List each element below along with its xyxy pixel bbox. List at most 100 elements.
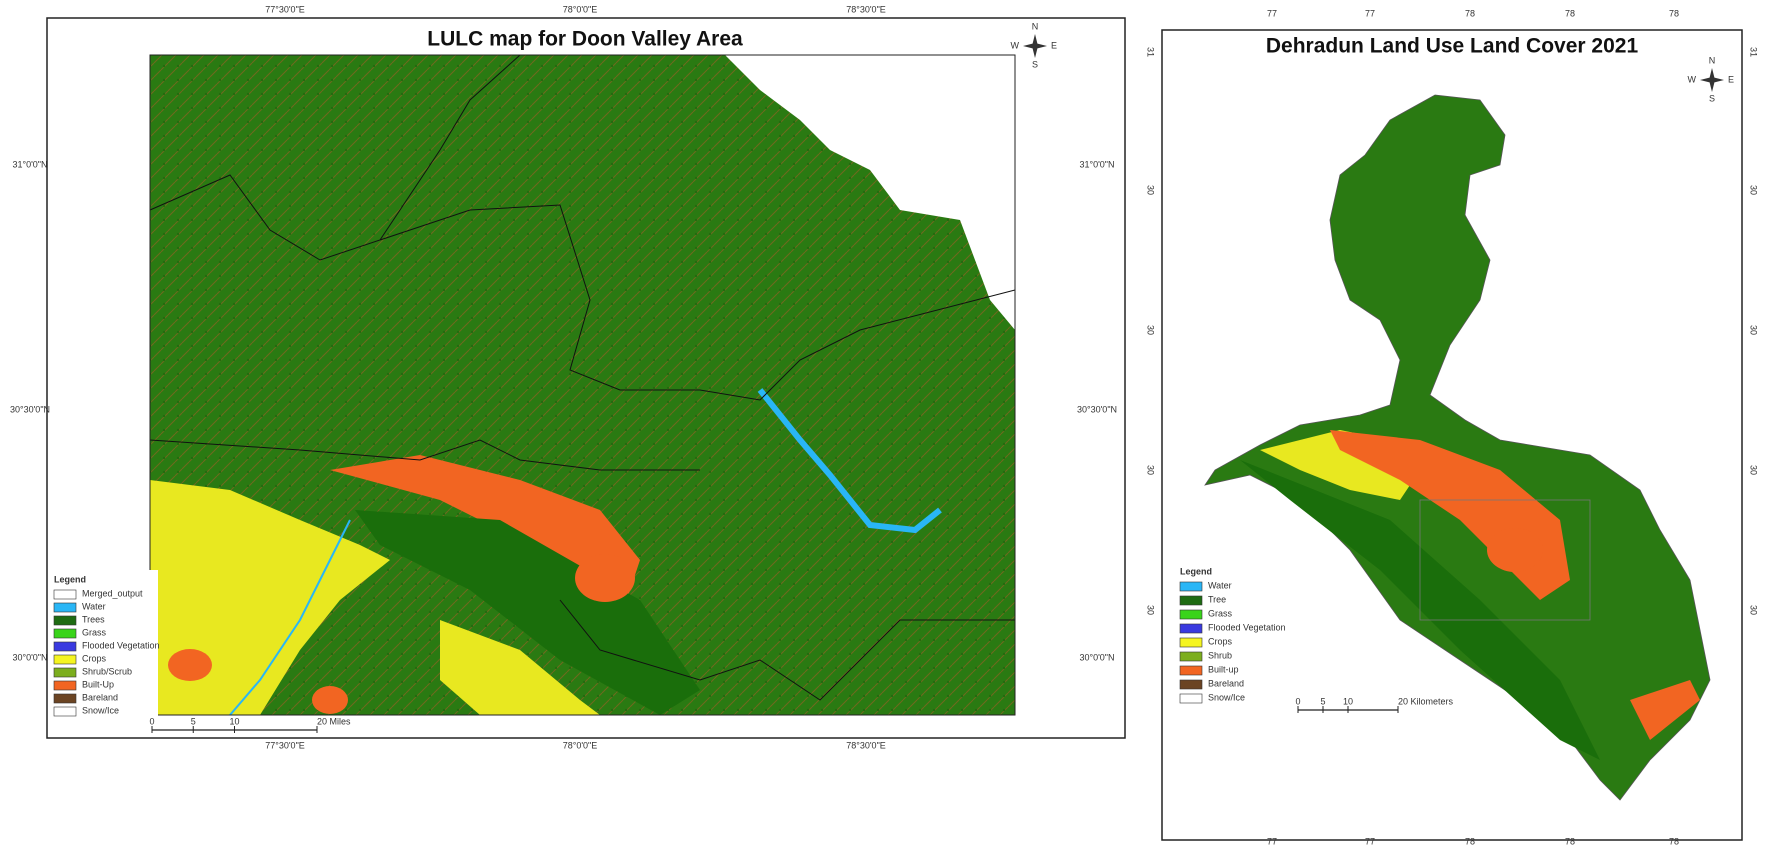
legend-label: Water	[82, 601, 106, 611]
legend-label: Bareland	[82, 692, 118, 702]
latitude-label: 30	[1146, 465, 1156, 475]
longitude-label: 77	[1267, 8, 1277, 18]
legend-swatch	[1179, 637, 1203, 648]
legend-label: Built-Up	[82, 679, 114, 689]
scale-label: 0	[149, 716, 154, 726]
legend-swatch	[53, 641, 77, 652]
map-border	[149, 54, 1016, 716]
legend-swatch	[1179, 609, 1203, 620]
district	[1204, 94, 1711, 801]
latitude-label: 31°0'0"N	[12, 159, 47, 169]
legend-label: Shrub/Scrub	[82, 666, 132, 676]
latitude-label: 30	[1749, 465, 1759, 475]
compass-s: S	[1709, 93, 1715, 103]
legend-swatch	[1179, 693, 1203, 704]
compass-s: S	[1032, 59, 1038, 69]
legend-swatch	[1179, 679, 1203, 690]
longitude-label: 77	[1365, 8, 1375, 18]
legend-label: Snow/Ice	[1208, 692, 1245, 702]
longitude-label: 78°0'0"E	[563, 740, 598, 750]
latitude-label: 30°30'0"N	[10, 404, 50, 414]
lake	[757, 388, 942, 534]
crops	[150, 480, 390, 715]
legend-label: Grass	[82, 627, 107, 637]
built-up	[1630, 680, 1700, 740]
longitude-label: 78	[1565, 836, 1575, 846]
left-map	[149, 54, 1016, 716]
compass-rose	[1023, 34, 1047, 58]
map-title: Dehradun Land Use Land Cover 2021	[1266, 35, 1639, 58]
scale-label: 20 Miles	[317, 716, 351, 726]
longitude-label: 77	[1365, 836, 1375, 846]
legend-label: Flooded Vegetation	[1208, 622, 1286, 632]
legend-label: Built-up	[1208, 664, 1239, 674]
built-up	[168, 649, 212, 681]
legend-label: Crops	[82, 653, 107, 663]
latitude-label: 30	[1749, 185, 1759, 195]
scale-label: 10	[1343, 696, 1353, 706]
scale-label: 0	[1295, 696, 1300, 706]
longitude-label: 78	[1465, 836, 1475, 846]
latitude-label: 31°0'0"N	[1079, 159, 1114, 169]
map-title: LULC map for Doon Valley Area	[427, 28, 743, 51]
legend-swatch	[1179, 623, 1203, 634]
crops	[440, 620, 600, 715]
longitude-label: 77°30'0"E	[265, 740, 305, 750]
legend-swatch	[53, 693, 77, 704]
longitude-label: 78°0'0"E	[563, 4, 598, 14]
latitude-label: 31	[1749, 47, 1759, 57]
legend-swatch	[1179, 665, 1203, 676]
legend-swatch	[53, 706, 77, 717]
compass-e: E	[1728, 74, 1734, 84]
scale-label: 20 Kilometers	[1398, 696, 1454, 706]
built-up	[330, 455, 640, 620]
longitude-label: 77	[1267, 836, 1277, 846]
latitude-label: 30°30'0"N	[1077, 404, 1117, 414]
compass-w: W	[1688, 74, 1697, 84]
latitude-label: 30°0'0"N	[12, 652, 47, 662]
compass-rose	[1700, 68, 1724, 92]
longitude-label: 78	[1669, 836, 1679, 846]
longitude-label: 78	[1465, 8, 1475, 18]
built-up	[1487, 528, 1543, 572]
longitude-label: 77°30'0"E	[265, 4, 305, 14]
legend-swatch	[53, 667, 77, 678]
legend-swatch	[1179, 581, 1203, 592]
legend-swatch	[53, 615, 77, 626]
longitude-label: 78°30'0"E	[846, 4, 886, 14]
latitude-label: 30°0'0"N	[1079, 652, 1114, 662]
scale-label: 5	[191, 716, 196, 726]
legend-label: Grass	[1208, 608, 1233, 618]
legend-swatch	[53, 589, 77, 600]
legend-label: Trees	[82, 614, 105, 624]
legend-label: Tree	[1208, 594, 1226, 604]
longitude-label: 78	[1669, 8, 1679, 18]
compass-n: N	[1709, 55, 1716, 65]
compass-w: W	[1011, 40, 1020, 50]
latitude-label: 30	[1146, 325, 1156, 335]
legend-swatch	[53, 654, 77, 665]
built-up	[312, 686, 348, 714]
latitude-label: 30	[1749, 325, 1759, 335]
legend-swatch	[53, 680, 77, 691]
compass-n: N	[1032, 21, 1039, 31]
latitude-label: 30	[1146, 605, 1156, 615]
right-map	[1204, 94, 1711, 801]
legend-label: Bareland	[1208, 678, 1244, 688]
scale-label: 10	[229, 716, 239, 726]
built-up	[575, 554, 635, 602]
legend-title: Legend	[1180, 566, 1212, 576]
longitude-label: 78	[1565, 8, 1575, 18]
legend-swatch	[1179, 595, 1203, 606]
boundary	[559, 599, 1015, 701]
legend-label: Snow/Ice	[82, 705, 119, 715]
legend-swatch	[53, 602, 77, 613]
snow	[725, 55, 1015, 330]
legend-label: Flooded Vegetation	[82, 640, 160, 650]
compass-e: E	[1051, 40, 1057, 50]
scale-label: 5	[1320, 696, 1325, 706]
legend-label: Water	[1208, 580, 1232, 590]
boundary	[149, 439, 700, 471]
legend-label: Crops	[1208, 636, 1233, 646]
